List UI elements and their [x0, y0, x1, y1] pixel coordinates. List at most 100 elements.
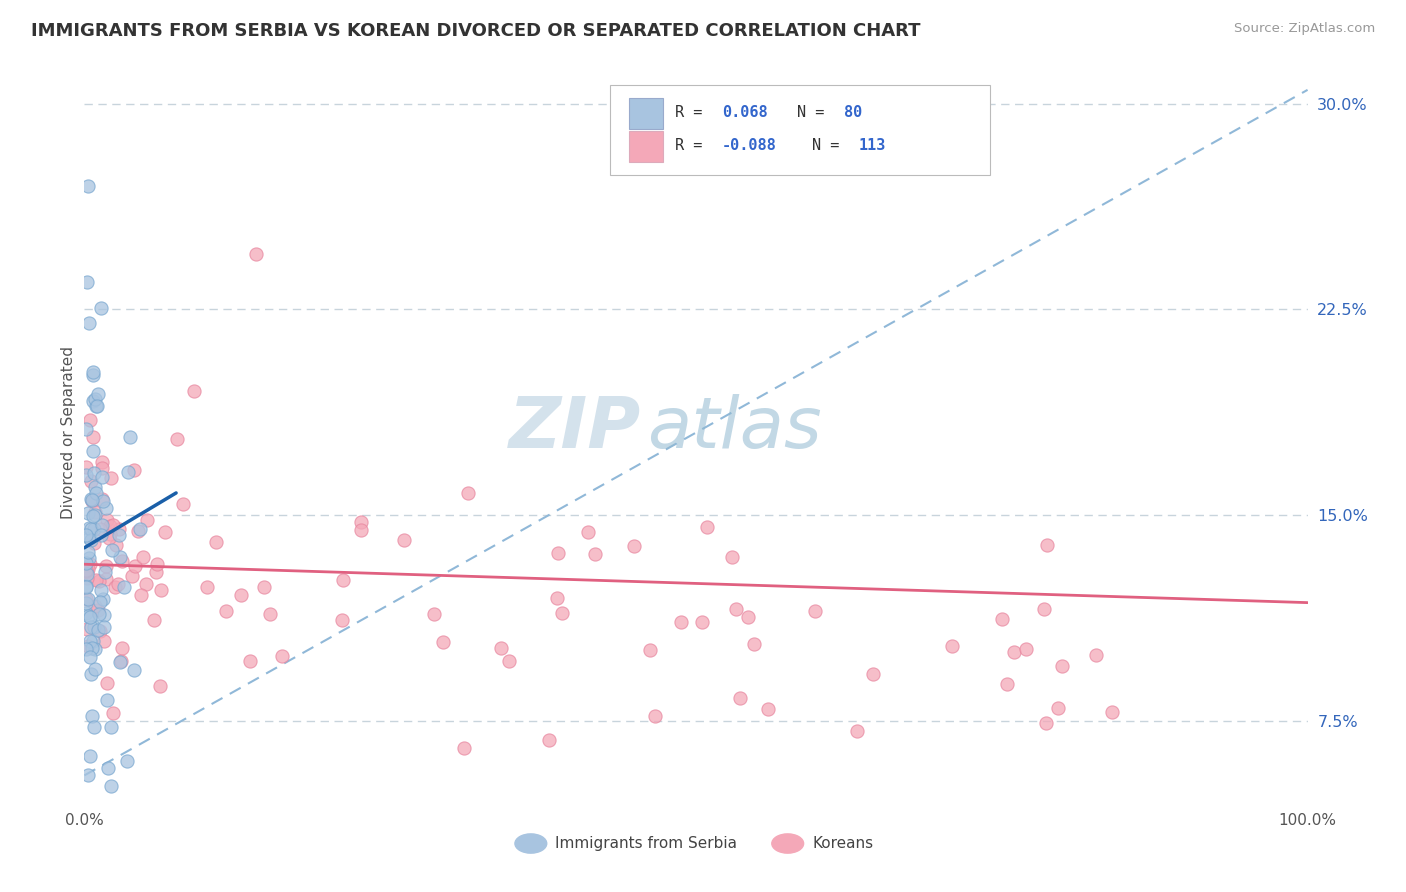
Point — [995, 676, 1018, 690]
Point — [153, 525, 176, 540]
Point — [259, 607, 281, 621]
Point — [239, 654, 262, 668]
Point — [135, 577, 157, 591]
Point — [195, 580, 218, 594]
Text: Immigrants from Serbia: Immigrants from Serbia — [555, 836, 737, 851]
Point — [145, 565, 167, 579]
Point — [89, 624, 111, 639]
Point — [89, 607, 111, 621]
Point — [498, 655, 520, 669]
Point — [576, 524, 599, 539]
Point — [87, 603, 110, 617]
Point — [1084, 648, 1107, 662]
Point — [692, 615, 714, 629]
Point — [107, 576, 129, 591]
Point — [112, 580, 135, 594]
Point — [117, 465, 139, 479]
Point — [83, 480, 105, 494]
Point — [104, 538, 127, 552]
Point — [82, 368, 104, 383]
Point — [76, 275, 98, 289]
Point — [82, 493, 104, 508]
FancyBboxPatch shape — [628, 131, 664, 162]
Point — [623, 539, 645, 553]
Point — [90, 460, 112, 475]
Point — [457, 486, 479, 500]
Point — [1015, 641, 1038, 656]
Point — [941, 639, 963, 653]
Point — [82, 634, 104, 648]
Point — [80, 522, 103, 536]
Point — [79, 749, 101, 764]
Point — [77, 316, 100, 330]
Point — [76, 571, 98, 585]
Point — [350, 515, 373, 529]
Point — [453, 741, 475, 756]
Point — [100, 720, 122, 734]
Point — [84, 399, 107, 413]
Point — [101, 706, 124, 720]
Point — [77, 768, 100, 782]
Point — [96, 513, 118, 527]
Point — [538, 732, 561, 747]
Point — [75, 556, 97, 570]
Point — [111, 554, 134, 568]
Text: 113: 113 — [859, 138, 886, 153]
Point — [94, 558, 117, 573]
Point — [75, 580, 97, 594]
Point — [671, 615, 693, 629]
Point — [77, 550, 100, 565]
Point — [1050, 659, 1073, 673]
Point — [83, 466, 105, 480]
FancyBboxPatch shape — [610, 85, 990, 175]
Point — [86, 399, 108, 413]
Point — [846, 724, 869, 739]
Point — [547, 546, 569, 560]
Point — [82, 444, 104, 458]
Point — [546, 591, 568, 606]
Point — [638, 643, 661, 657]
Point — [183, 384, 205, 399]
Point — [108, 522, 131, 536]
Point — [730, 690, 752, 705]
Point — [725, 601, 748, 615]
Point — [79, 610, 101, 624]
Point — [77, 178, 100, 193]
Point — [101, 543, 124, 558]
Point — [583, 547, 606, 561]
Point — [80, 667, 103, 681]
Point — [87, 386, 110, 401]
Point — [129, 589, 152, 603]
Point — [91, 455, 114, 469]
Point — [737, 610, 759, 624]
Text: N =: N = — [813, 138, 849, 153]
Point — [79, 413, 101, 427]
Point — [166, 432, 188, 446]
Point — [96, 676, 118, 690]
Point — [110, 654, 132, 668]
Point — [76, 623, 98, 637]
Point — [75, 592, 97, 607]
Point — [80, 493, 103, 508]
Point — [124, 463, 146, 477]
Text: Source: ZipAtlas.com: Source: ZipAtlas.com — [1234, 22, 1375, 36]
Point — [82, 708, 104, 723]
Point — [172, 497, 194, 511]
Point — [91, 470, 114, 484]
Text: N =: N = — [797, 104, 834, 120]
Point — [104, 580, 127, 594]
Point — [77, 531, 100, 545]
Point — [91, 492, 114, 507]
Point — [82, 641, 104, 656]
Point — [80, 491, 103, 506]
Point — [84, 508, 107, 523]
Point — [83, 620, 105, 634]
Point — [121, 569, 143, 583]
Point — [82, 430, 104, 444]
Point — [127, 524, 149, 539]
Point — [79, 521, 101, 535]
Point — [1004, 645, 1026, 659]
Point — [98, 527, 121, 541]
Point — [1035, 716, 1057, 731]
Point — [89, 523, 111, 537]
